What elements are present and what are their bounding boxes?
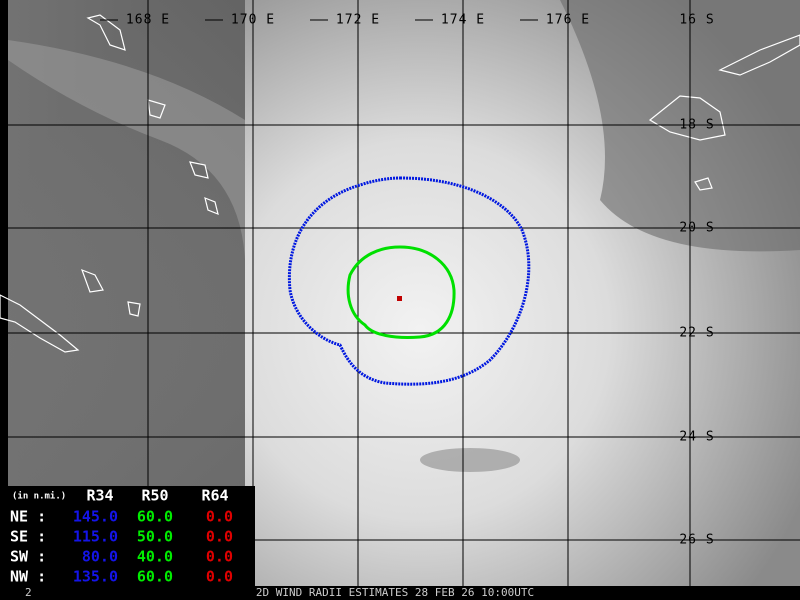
lon-label: 172 E <box>336 13 380 28</box>
lat-label: 24 S <box>679 430 714 445</box>
radii-table <box>0 486 255 586</box>
lon-label: 174 E <box>441 13 485 28</box>
lat-label: 16 S <box>679 13 714 28</box>
radius-value: 60.0 <box>137 508 173 526</box>
radii-table-text: (in n.mi.) R34 R50 R64 NE : 145.0 60.0 0.0 SE : 1… <box>10 487 233 586</box>
cloud-shadow <box>420 448 520 472</box>
r50-radius <box>346 245 456 339</box>
lat-label: 20 S <box>679 221 714 236</box>
radius-value: 0.0 <box>206 548 233 566</box>
radius-value: 0.0 <box>206 508 233 526</box>
radius-value: 40.0 <box>137 548 173 566</box>
column-header: R34 <box>86 487 113 505</box>
radius-value: 80.0 <box>82 548 118 566</box>
lat-lon-grid <box>8 0 800 586</box>
radius-value: 60.0 <box>137 568 173 586</box>
column-header: R64 <box>201 487 228 505</box>
cloud-band <box>8 40 245 260</box>
radius-value: 50.0 <box>137 528 173 546</box>
coastlines <box>0 14 800 353</box>
quadrant-label: NE : <box>10 508 46 526</box>
units-label: (in n.mi.) <box>12 491 66 502</box>
footer-bar <box>0 586 800 600</box>
radius-value: 115.0 <box>73 528 118 546</box>
r34-radius <box>287 176 531 386</box>
frame-number: 2 <box>25 586 32 599</box>
lat-label: 18 S <box>679 118 714 133</box>
lon-label: 170 E <box>231 13 275 28</box>
lon-label: 176 E <box>546 13 590 28</box>
radius-value: 135.0 <box>73 568 118 586</box>
radius-value: 145.0 <box>73 508 118 526</box>
lat-label: 22 S <box>679 326 714 341</box>
radius-value: 0.0 <box>206 528 233 546</box>
caption: 2D WIND RADII ESTIMATES 28 FEB 26 10:00U… <box>256 586 534 599</box>
lat-label: 26 S <box>679 533 714 548</box>
quadrant-label: SW : <box>10 548 46 566</box>
quadrant-label: NW : <box>10 568 46 586</box>
coordinate-labels: 168 E 170 E 172 E 174 E 176 E 16 S 18 S 20 S 22 … <box>100 13 714 548</box>
column-header: R50 <box>141 487 168 505</box>
radius-value: 0.0 <box>206 568 233 586</box>
lon-label: 168 E <box>126 13 170 28</box>
storm-center <box>397 296 402 301</box>
dark-cloud <box>560 0 800 252</box>
quadrant-label: SE : <box>10 528 46 546</box>
